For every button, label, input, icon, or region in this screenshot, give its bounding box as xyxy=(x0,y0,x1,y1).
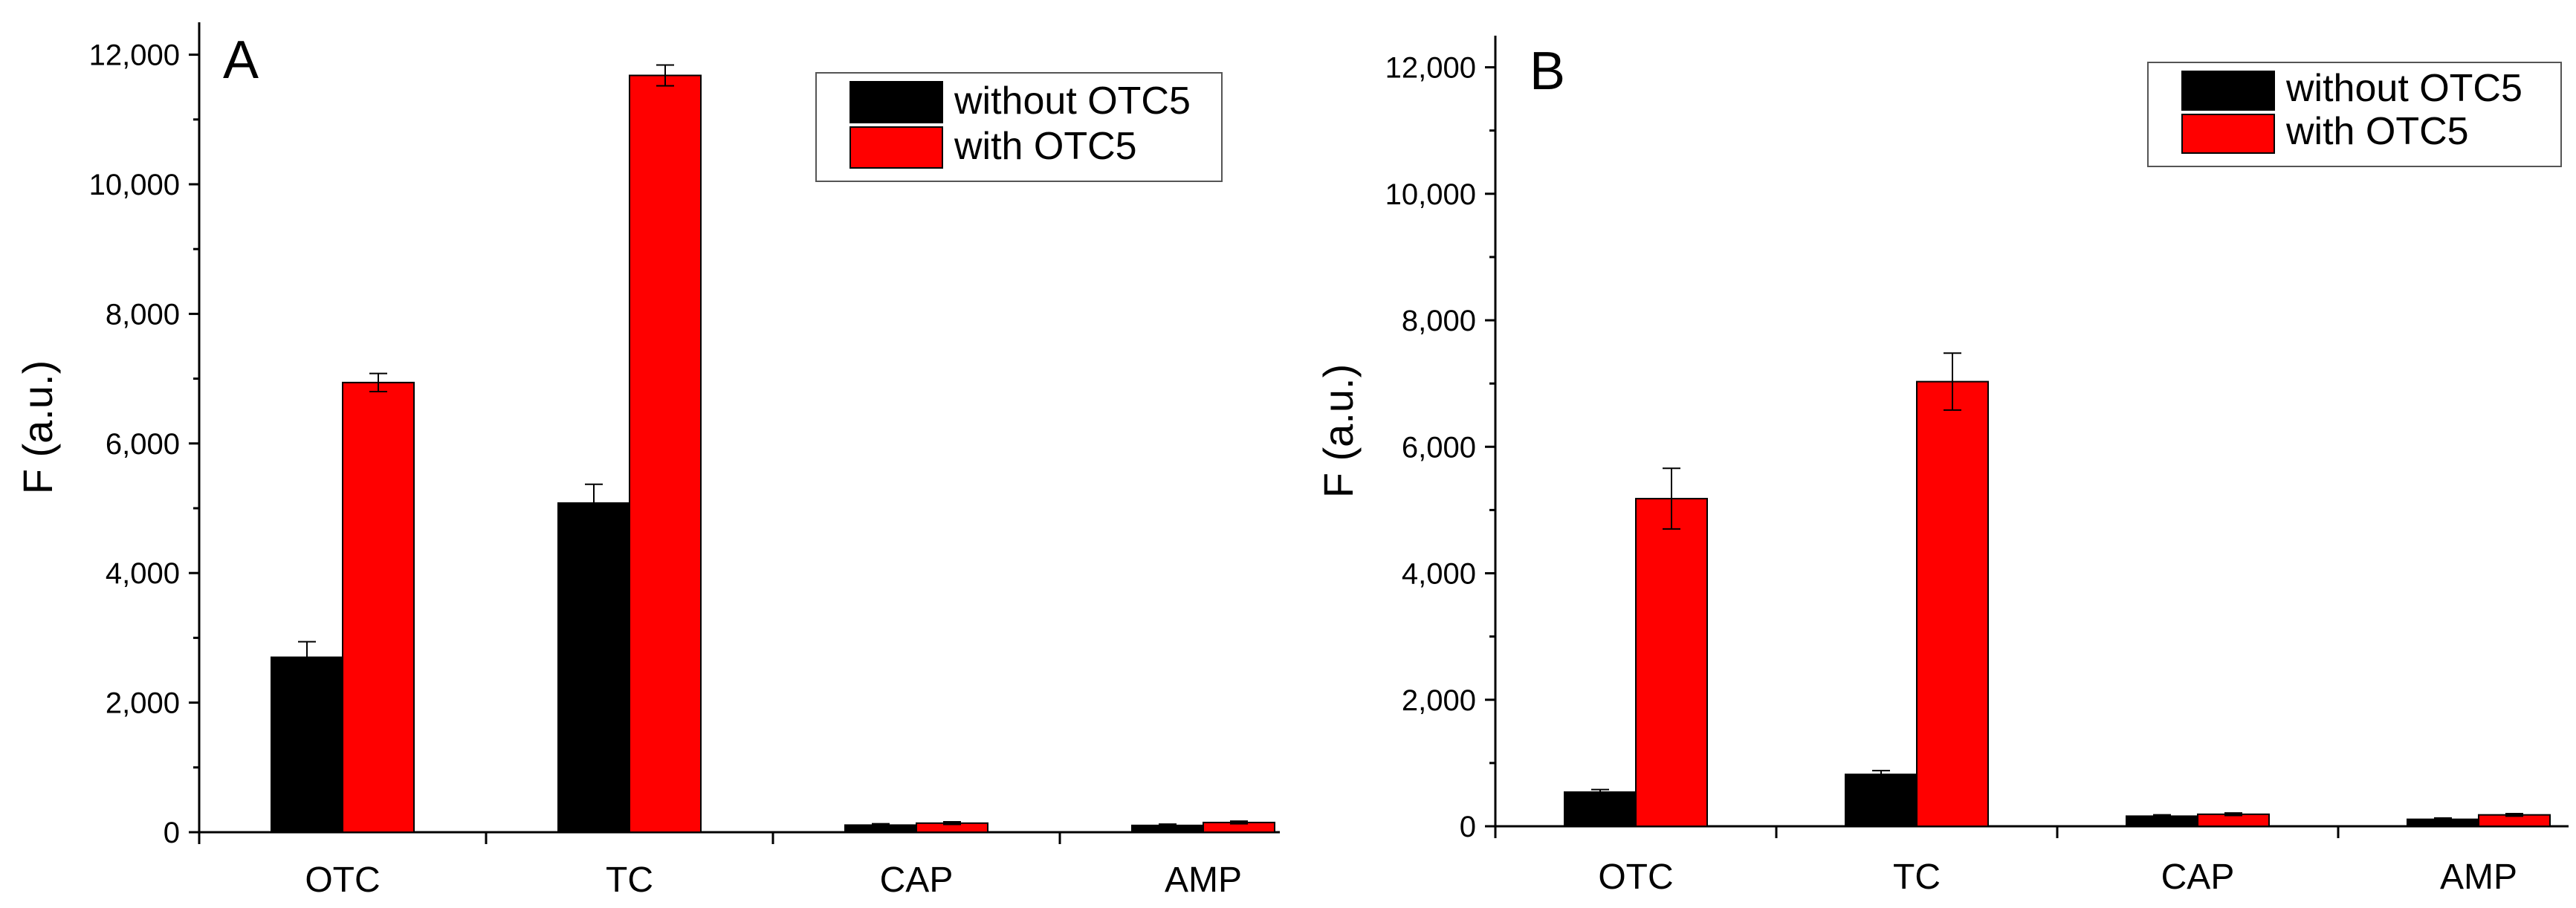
y-tick-label: 8,000 xyxy=(1402,305,1476,337)
error-bar xyxy=(872,823,890,828)
bar-with-otc5-tc xyxy=(629,74,702,833)
error-bar xyxy=(1230,820,1248,825)
y-tick-label: 4,000 xyxy=(106,557,180,590)
legend-label-with-otc5: with OTC5 xyxy=(954,125,1137,168)
y-tick-label: 10,000 xyxy=(1385,178,1476,211)
error-bar xyxy=(1159,823,1177,828)
error-bar xyxy=(656,64,674,87)
error-bar xyxy=(1663,467,1680,530)
error-bar xyxy=(369,372,387,393)
bar-without-otc5-tc xyxy=(557,502,630,833)
panel-letter: A xyxy=(223,30,259,90)
x-category-label: OTC xyxy=(305,860,380,900)
bar-without-otc5-otc xyxy=(271,656,343,833)
y-tick-label: 0 xyxy=(1460,811,1476,843)
x-category-label: CAP xyxy=(2161,857,2235,897)
panel-letter: B xyxy=(1530,42,1565,101)
error-bar xyxy=(2224,812,2242,817)
panel-a: 0 2,000 4,000 6,000 8,000 10,000 12,000 F (a.u.… xyxy=(14,22,1280,900)
bar-with-otc5-otc xyxy=(342,381,415,833)
y-axis-title: F (a.u.) xyxy=(14,360,61,494)
error-bar xyxy=(298,641,316,674)
error-bar xyxy=(2153,814,2171,819)
y-axis-title: F (a.u.) xyxy=(1315,364,1362,498)
legend-swatch-with-otc5 xyxy=(850,126,943,169)
legend-label-without-otc5: without OTC5 xyxy=(954,80,1191,123)
y-tick-label: 2,000 xyxy=(1402,684,1476,717)
x-category-label: TC xyxy=(606,860,653,900)
bar-with-otc5-tc xyxy=(1916,380,1989,827)
legend-swatch-without-otc5 xyxy=(850,81,943,123)
y-tick-label: 6,000 xyxy=(106,428,180,461)
y-tick-label: 2,000 xyxy=(106,687,180,720)
error-bar xyxy=(943,821,961,826)
legend-label-with-otc5: with OTC5 xyxy=(2285,110,2469,153)
legend-swatch-without-otc5 xyxy=(2181,71,2275,111)
y-tick-label: 4,000 xyxy=(1402,558,1476,591)
x-category-label: TC xyxy=(1893,857,1941,897)
error-bar xyxy=(585,483,603,523)
error-bar xyxy=(1944,352,1961,411)
bar-without-otc5-otc xyxy=(1564,791,1637,827)
x-category-label: AMP xyxy=(1165,860,1242,900)
x-category-label: CAP xyxy=(880,860,954,900)
y-tick-label: 10,000 xyxy=(89,169,180,201)
x-category-label: OTC xyxy=(1598,857,1673,897)
bar-without-otc5-tc xyxy=(1845,774,1918,828)
y-tick-label: 8,000 xyxy=(106,298,180,331)
error-bar xyxy=(2505,812,2523,817)
error-bar xyxy=(2434,817,2452,822)
legend-swatch-with-otc5 xyxy=(2181,114,2275,154)
y-tick-label: 6,000 xyxy=(1402,431,1476,464)
y-tick-label: 12,000 xyxy=(89,39,180,72)
bar-with-otc5-otc xyxy=(1635,498,1708,828)
y-tick-label: 12,000 xyxy=(1385,52,1476,85)
y-tick-label: 0 xyxy=(164,817,180,849)
panel-b: 0 2,000 4,000 6,000 8,000 10,000 12,000 F (a.u.… xyxy=(1315,36,2569,897)
x-category-label: AMP xyxy=(2440,857,2517,897)
legend-label-without-otc5: without OTC5 xyxy=(2285,67,2522,110)
error-bar xyxy=(1591,788,1609,796)
error-bar xyxy=(1872,770,1890,779)
